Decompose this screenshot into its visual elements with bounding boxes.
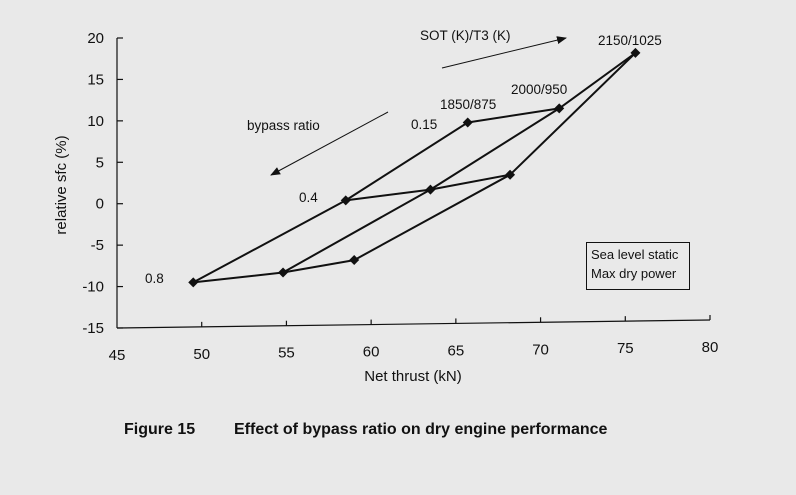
data-point-marker	[505, 169, 516, 180]
series-line	[192, 121, 469, 284]
label-bypass-04: 0.4	[299, 190, 318, 205]
x-tick-label: 60	[363, 344, 380, 361]
label-bypass-015: 0.15	[411, 117, 437, 132]
x-tick-label: 70	[532, 341, 549, 358]
x-tick-label: 55	[278, 345, 295, 362]
y-tick-label: 15	[87, 71, 104, 88]
bypass-arrow-label: bypass ratio	[247, 118, 320, 133]
x-axis-title: Net thrust (kN)	[364, 368, 462, 385]
data-point-marker	[349, 255, 360, 266]
x-tick-label: 80	[702, 339, 719, 356]
figure-caption: Figure 15 Effect of bypass ratio on dry e…	[124, 421, 607, 439]
annotations: SOT (K)/T3 (K) bypass ratio 2150/1025 20…	[145, 28, 662, 286]
bypass-arrow	[270, 111, 389, 176]
data-point-marker	[340, 195, 351, 206]
label-bypass-08: 0.8	[145, 271, 164, 286]
y-tick-label: -15	[82, 320, 104, 337]
y-tick-label: 0	[96, 196, 104, 213]
legend-box: Sea level static Max dry power	[586, 242, 690, 290]
sot-arrow	[441, 36, 567, 69]
label-1850-875: 1850/875	[440, 97, 496, 112]
data-point-marker	[554, 103, 565, 114]
data-point-marker	[462, 117, 473, 128]
data-point-marker	[630, 47, 641, 58]
x-tick-label: 50	[193, 346, 210, 363]
x-axis-line	[116, 319, 711, 329]
y-tick-label: 20	[87, 30, 104, 47]
y-tick-label: -5	[91, 237, 104, 254]
x-tick-label: 45	[109, 347, 126, 364]
curves	[192, 52, 637, 284]
legend-line-1: Sea level static	[591, 247, 679, 262]
sot-arrow-label: SOT (K)/T3 (K)	[420, 28, 511, 43]
legend-line-2: Max dry power	[591, 266, 677, 281]
y-tick-label: 5	[96, 154, 104, 171]
data-point-marker	[188, 277, 199, 288]
label-2150-1025: 2150/1025	[598, 33, 662, 48]
markers	[188, 47, 641, 288]
x-tick-label: 75	[617, 340, 634, 357]
figure-number: Figure 15	[124, 421, 196, 438]
y-tick-label: -10	[82, 279, 104, 296]
y-tick-label: 10	[87, 113, 104, 130]
y-axis-title: relative sfc (%)	[53, 135, 70, 234]
figure-caption-text: Effect of bypass ratio on dry engine per…	[234, 421, 608, 438]
data-point-marker	[425, 184, 436, 195]
data-point-marker	[278, 267, 289, 278]
series-line	[193, 259, 355, 284]
x-tick-label: 65	[448, 342, 465, 359]
label-2000-950: 2000/950	[511, 82, 567, 97]
axes: -15 -10 -5 0 5 10 15 20 45 50 55 60 65 70 75 80	[82, 30, 718, 364]
